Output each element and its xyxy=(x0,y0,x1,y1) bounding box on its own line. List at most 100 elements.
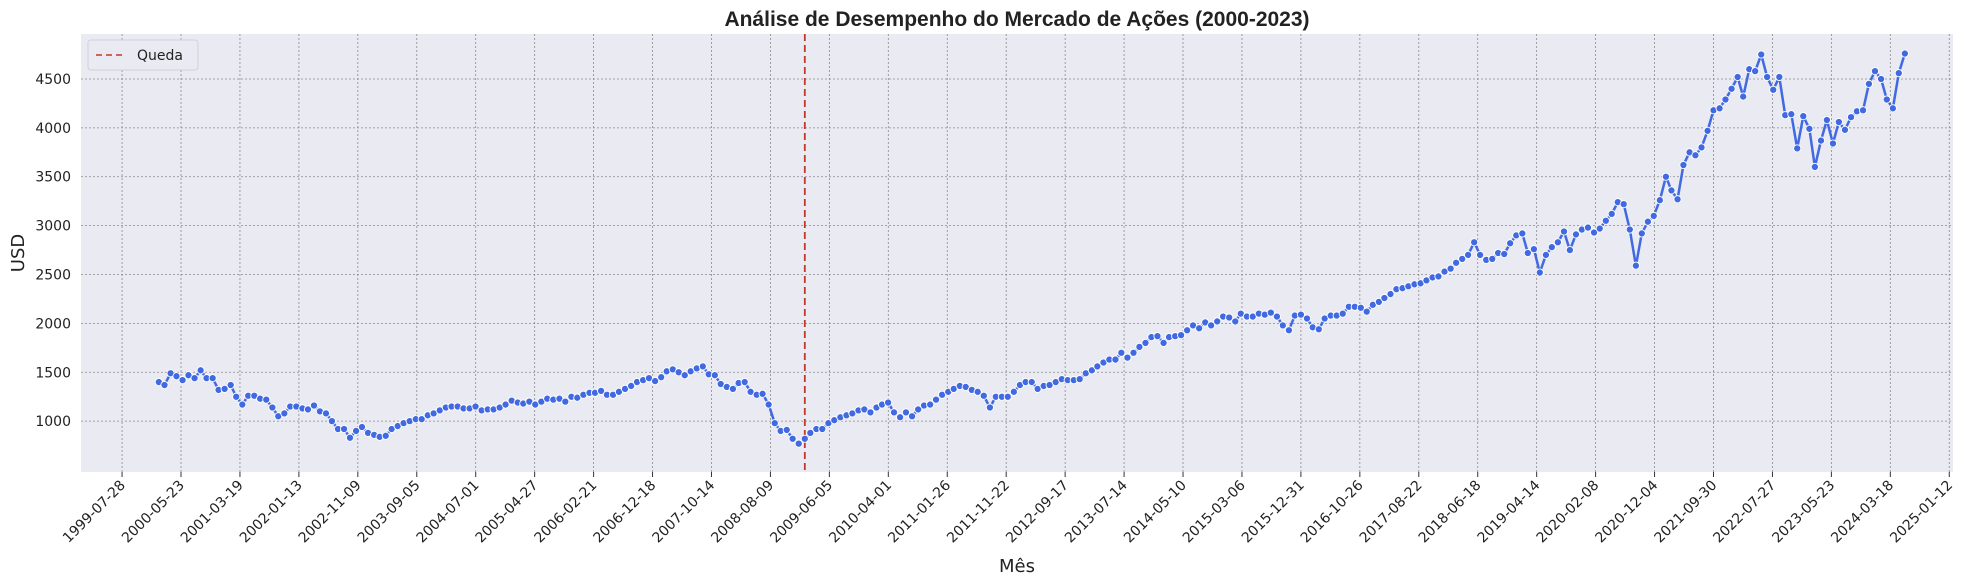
data-point xyxy=(926,400,935,409)
y-tick-label: 3000 xyxy=(35,219,71,235)
data-point xyxy=(1727,84,1736,93)
x-tick-label: 2001-03-19 xyxy=(178,478,247,547)
data-point xyxy=(1272,312,1281,321)
data-point xyxy=(1799,112,1808,121)
data-point xyxy=(268,403,277,412)
data-point xyxy=(1757,50,1766,59)
data-point xyxy=(1739,92,1748,101)
legend-box xyxy=(87,39,199,71)
data-point xyxy=(1523,248,1532,258)
data-point xyxy=(1153,332,1162,341)
data-point xyxy=(1362,307,1371,316)
data-point xyxy=(1159,338,1168,348)
data-point xyxy=(327,417,336,426)
data-point xyxy=(172,372,181,381)
data-point xyxy=(1225,313,1234,322)
y-tick-label: 1000 xyxy=(35,414,71,430)
data-point xyxy=(1087,366,1096,375)
data-point xyxy=(1882,95,1891,104)
data-point xyxy=(1816,136,1826,145)
data-point xyxy=(1619,200,1628,209)
data-point xyxy=(1266,308,1275,317)
data-point xyxy=(381,431,390,440)
data-point xyxy=(1278,321,1287,330)
data-point xyxy=(1553,238,1562,247)
data-point xyxy=(1195,324,1204,333)
data-point xyxy=(262,395,271,404)
data-point xyxy=(1338,309,1347,318)
data-point xyxy=(985,403,994,412)
data-point xyxy=(1213,317,1222,326)
y-tick-label: 1500 xyxy=(35,365,71,381)
data-point xyxy=(1846,113,1856,122)
data-point xyxy=(1858,106,1868,115)
x-tick-label: 2011-11-22 xyxy=(944,478,1013,547)
data-point xyxy=(232,392,241,401)
data-point xyxy=(1751,67,1760,76)
data-point xyxy=(1506,239,1515,248)
data-point xyxy=(1697,143,1706,152)
x-tick-label: 2025-01-12 xyxy=(1887,478,1956,547)
data-point xyxy=(788,434,797,443)
data-point xyxy=(1123,353,1132,362)
data-point xyxy=(627,381,636,391)
data-point xyxy=(1888,104,1897,113)
legend: Queda xyxy=(87,39,199,71)
data-point xyxy=(973,387,982,396)
data-point xyxy=(1027,377,1036,387)
data-point xyxy=(932,395,941,404)
data-point xyxy=(1721,95,1730,104)
x-tick-label: 2017-08-22 xyxy=(1357,478,1426,547)
data-point xyxy=(1805,124,1814,133)
data-point xyxy=(1703,126,1712,135)
data-point xyxy=(417,415,426,424)
y-tick-label: 4000 xyxy=(35,121,71,137)
data-point xyxy=(471,402,480,411)
data-point xyxy=(280,409,289,418)
x-tick-label: 2021-09-30 xyxy=(1651,478,1720,547)
data-point xyxy=(884,398,893,407)
data-point xyxy=(1877,74,1886,84)
x-axis-label: Mês xyxy=(999,556,1035,577)
y-tick-label: 2500 xyxy=(35,268,71,284)
x-tick-label: 2014-05-10 xyxy=(1121,478,1190,547)
data-point xyxy=(1840,125,1849,134)
x-tick-label: 2018-06-18 xyxy=(1416,478,1485,547)
data-point xyxy=(1111,355,1120,364)
x-tick-label: 2006-02-21 xyxy=(532,478,601,547)
data-point xyxy=(1595,224,1604,233)
x-tick-label: 2003-09-05 xyxy=(355,478,424,547)
data-point xyxy=(979,391,988,400)
data-point xyxy=(1356,303,1365,312)
data-point xyxy=(345,433,355,442)
data-point xyxy=(1655,196,1664,205)
data-point xyxy=(1822,115,1831,125)
data-point xyxy=(1900,49,1909,58)
data-point xyxy=(1529,245,1538,254)
data-point xyxy=(1559,227,1569,236)
data-point xyxy=(160,380,169,390)
data-point xyxy=(901,408,911,417)
x-tick-label: 2022-07-27 xyxy=(1710,478,1779,547)
x-tick-label: 2005-04-27 xyxy=(473,478,542,547)
data-point xyxy=(1631,261,1640,270)
legend-label: Queda xyxy=(137,48,183,64)
data-point xyxy=(1870,67,1880,76)
data-point xyxy=(1141,338,1150,348)
x-tick-label: 2002-11-09 xyxy=(296,478,365,547)
chart-title: Análise de Desempenho do Mercado de Açõe… xyxy=(724,8,1309,31)
data-point xyxy=(1715,104,1724,113)
data-point xyxy=(866,408,875,417)
data-point xyxy=(1374,297,1383,306)
data-point xyxy=(728,384,737,393)
data-point xyxy=(680,371,689,380)
data-point xyxy=(1464,250,1473,260)
data-point xyxy=(1231,317,1240,326)
x-tick-label: 2012-09-17 xyxy=(1003,478,1072,547)
data-point xyxy=(1458,254,1467,263)
x-tick-label: 2009-06-05 xyxy=(767,478,836,547)
data-point xyxy=(1380,293,1389,303)
data-point xyxy=(1452,258,1461,267)
data-point xyxy=(1864,79,1873,88)
plot-area xyxy=(81,34,1953,472)
